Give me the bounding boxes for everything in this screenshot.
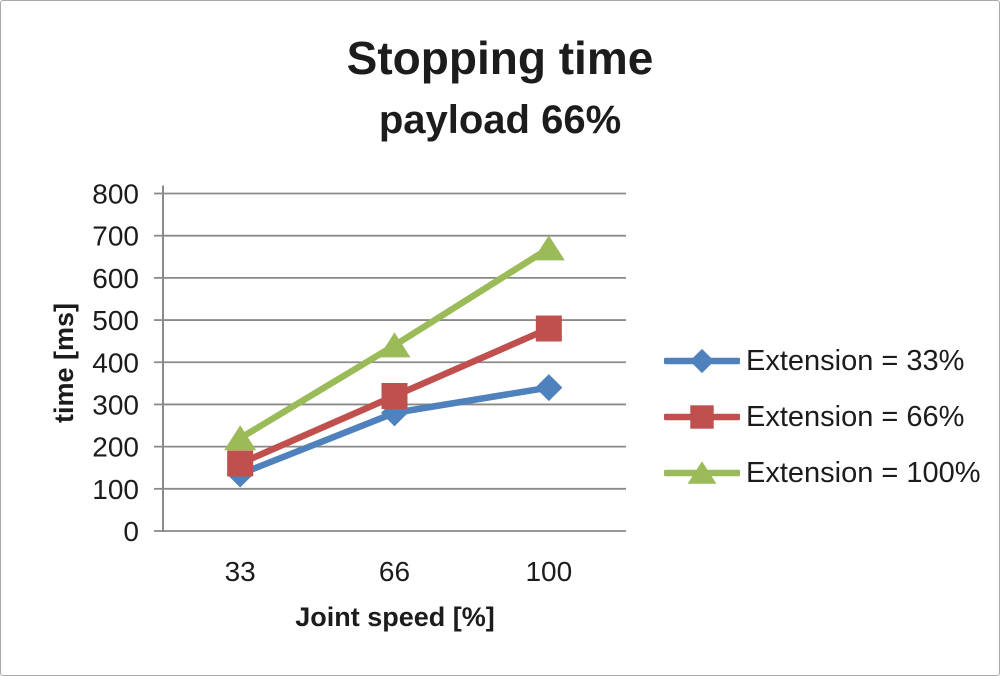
square-marker	[227, 450, 254, 477]
x-tick-label: 66	[379, 556, 410, 587]
y-tick-label: 600	[92, 263, 139, 294]
triangle-marker	[687, 461, 717, 484]
y-tick-label: 100	[92, 474, 139, 505]
triangle-marker	[378, 332, 411, 358]
diamond-marker	[535, 374, 563, 402]
legend-key	[664, 405, 740, 429]
legend-key	[664, 348, 740, 374]
y-axis-title: time [ms]	[49, 302, 79, 424]
y-tick-label: 700	[92, 221, 139, 252]
square-marker	[381, 383, 408, 409]
triangle-marker	[224, 425, 257, 451]
legend-label: Extension = 33%	[746, 344, 965, 377]
legend-item: Extension = 66%	[664, 389, 981, 445]
y-tick-label: 0	[123, 516, 139, 547]
diamond-marker	[689, 348, 715, 374]
chart-title: Stopping time	[346, 32, 654, 84]
y-tick-label: 500	[92, 305, 139, 336]
legend-item: Extension = 100%	[664, 445, 981, 501]
y-tick-label: 300	[92, 389, 139, 420]
chart-subtitle: payload 66%	[378, 98, 622, 142]
x-axis-title: Joint speed [%]	[295, 602, 495, 632]
y-tick-label: 400	[92, 347, 139, 378]
legend-label: Extension = 66%	[746, 400, 965, 433]
legend-key	[664, 461, 740, 484]
legend-item: Extension = 33%	[664, 333, 981, 389]
triangle-marker	[532, 235, 565, 261]
square-marker	[535, 315, 562, 342]
square-marker	[690, 405, 714, 429]
y-tick-label: 200	[92, 432, 139, 463]
x-tick-label: 100	[525, 556, 572, 587]
x-tick-label: 33	[225, 556, 256, 587]
legend-label: Extension = 100%	[746, 456, 981, 489]
legend: Extension = 33% Extension = 66% Extension …	[664, 333, 981, 501]
y-tick-label: 800	[92, 179, 139, 210]
